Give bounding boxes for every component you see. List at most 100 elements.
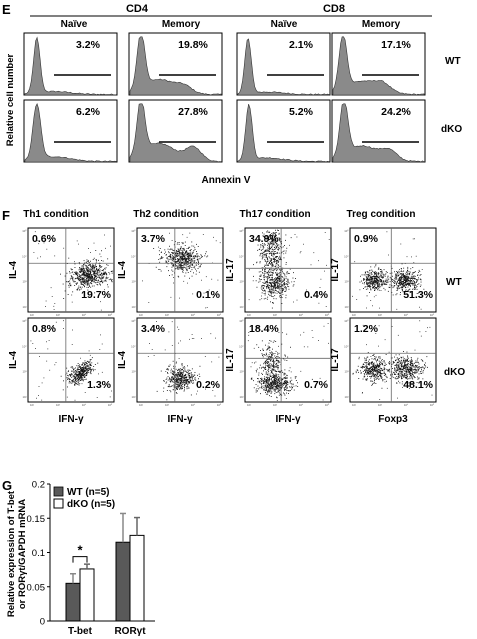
- x-tick-label: 10⁴: [191, 313, 196, 317]
- quadrant-lower-right-percentage: 19.7%: [81, 289, 111, 301]
- dotplot-frame: [27, 317, 115, 403]
- legend-swatch-dko: [53, 498, 64, 509]
- legend-swatch-wt: [53, 486, 64, 497]
- histogram-panel: 3.2%: [23, 32, 118, 96]
- dotplot-ylabel: IL-17: [225, 348, 236, 372]
- histogram-panel: 5.2%: [236, 99, 331, 163]
- y-tick-label: 10³: [344, 280, 348, 284]
- quadrant-upper-left-percentage: 1.2%: [354, 323, 379, 335]
- panel-f: F Th1 condition Th2 condition Th17 condi…: [2, 208, 465, 425]
- col-memory-cd8: Memory: [362, 19, 401, 30]
- gate-percentage: 24.2%: [381, 106, 411, 118]
- dotplot-ylabel: IL-4: [8, 351, 19, 369]
- y-tick-label: 10²: [239, 395, 243, 399]
- dotplot-ylabel: IL-4: [8, 261, 19, 279]
- y-tick-label: 10⁴: [22, 254, 27, 258]
- y-tick-label: 0.05: [27, 582, 46, 593]
- x-tick-label: 10²: [352, 313, 356, 317]
- gate-percentage: 2.1%: [289, 39, 314, 51]
- x-tick-label: 10²: [139, 403, 143, 407]
- panel-e-ylabel: Relative cell number: [5, 54, 16, 147]
- panel-e-label: E: [2, 2, 11, 17]
- dotplot-panel: 0.6% 19.7% 10² 10² 10³ 10³ 10⁴ 10⁴ 10⁵ 10⁵ IL-4: [8, 227, 115, 317]
- y-tick-label: 10⁵: [239, 319, 243, 323]
- y-tick-label: 10⁵: [131, 319, 135, 323]
- histogram-panel: 24.2%: [331, 99, 426, 163]
- x-tick-label: 10⁴: [82, 403, 87, 407]
- dotplot-frame: [244, 227, 332, 313]
- panel-e-xlabel: Annexin V: [202, 175, 251, 186]
- x-tick-label: 10⁵: [108, 313, 112, 317]
- histogram-panel: 17.1%: [331, 32, 426, 96]
- bar: [115, 541, 131, 622]
- dotplot-events: [247, 323, 329, 401]
- panel-e: E CD4 CD8 Naïve Memory Naïve Memory Rela…: [2, 2, 462, 186]
- histogram-panel: 19.8%: [128, 32, 223, 96]
- dotplot-events: [352, 231, 425, 310]
- x-tick-label: 10³: [165, 313, 169, 317]
- x-tick-label: 10³: [378, 313, 382, 317]
- y-tick-label: 10⁵: [239, 229, 243, 233]
- dotplot-events: [33, 231, 114, 311]
- panel-g-ylabel-line1: Relative expression of T-bet: [6, 490, 17, 617]
- cd4-header: CD4: [126, 3, 149, 15]
- dotplot-frame: [136, 317, 224, 403]
- x-tick-label: 10³: [165, 403, 169, 407]
- x-tick-label: 10⁵: [430, 403, 434, 407]
- x-tick-label: 10⁴: [191, 403, 196, 407]
- quadrant-upper-left-percentage: 0.8%: [32, 323, 57, 335]
- panel-g-label: G: [2, 478, 12, 493]
- dotplot-panel: 0.8% 1.3% 10² 10² 10³ 10³ 10⁴ 10⁴ 10⁵ 10⁵ IL-4: [8, 317, 115, 407]
- quadrant-upper-left-percentage: 0.6%: [32, 233, 57, 245]
- y-tick-label: 10²: [344, 305, 348, 309]
- col-memory-cd4: Memory: [162, 19, 201, 30]
- histogram-fill: [237, 104, 330, 163]
- y-tick-label: 10⁵: [344, 319, 348, 323]
- quadrant-upper-left-percentage: 3.4%: [141, 323, 166, 335]
- category-label: RORγt: [114, 626, 146, 637]
- dotplot-panel: 3.7% 0.1% 10² 10² 10³ 10³ 10⁴ 10⁴ 10⁵ 10⁵ IL-4: [117, 227, 224, 317]
- x-tick-label: 10⁴: [299, 313, 304, 317]
- x-tick-label: 10⁵: [325, 403, 329, 407]
- dotplot-ylabel: IL-4: [117, 351, 128, 369]
- quadrant-lower-right-percentage: 0.1%: [196, 289, 221, 301]
- quadrant-lower-right-percentage: 0.7%: [304, 379, 329, 391]
- y-tick-label: 10³: [22, 280, 26, 284]
- bar-chart: 0 0.05 0.1 0.15 0.2 T-bet RORγt *: [27, 480, 155, 637]
- x-tick-label: 10⁵: [430, 313, 434, 317]
- histogram-fill: [332, 103, 425, 163]
- row-label-wt-e: WT: [445, 56, 461, 67]
- y-tick-label: 10³: [131, 280, 135, 284]
- quadrant-lower-right-percentage: 0.2%: [196, 379, 221, 391]
- y-tick-label: 10⁵: [22, 229, 26, 233]
- y-tick-label: 10²: [131, 305, 135, 309]
- bar: [79, 568, 95, 622]
- quadrant-lower-right-percentage: 0.4%: [304, 289, 329, 301]
- y-tick-label: 0.2: [32, 480, 45, 491]
- y-tick-label: 10⁴: [22, 344, 27, 348]
- significance-bracket: [72, 556, 88, 563]
- x-tick-label: 10²: [352, 403, 356, 407]
- histogram-fill: [237, 38, 330, 96]
- quadrant-upper-left-percentage: 34.9%: [249, 233, 279, 245]
- dotplot-panel: 0.9% 51.3% 10² 10² 10³ 10³ 10⁴ 10⁴ 10⁵ 10⁵ IL-17: [330, 227, 437, 317]
- dotplot-ylabel: IL-17: [330, 348, 341, 372]
- row-label-wt-f: WT: [446, 277, 462, 288]
- dotplot-ylabel: IL-17: [330, 258, 341, 282]
- y-tick-label: 10²: [22, 305, 26, 309]
- gate-percentage: 27.8%: [178, 106, 208, 118]
- y-tick-label: 10³: [344, 370, 348, 374]
- condition-th17: Th17 condition: [239, 209, 310, 220]
- cd8-header: CD8: [323, 3, 345, 15]
- histogram-fill: [129, 103, 222, 163]
- dotplot-xlabel: IFN-γ: [59, 414, 84, 425]
- gate-percentage: 19.8%: [178, 39, 208, 51]
- dotplot-xlabel: Foxp3: [378, 414, 408, 425]
- y-tick-label: 10³: [22, 370, 26, 374]
- y-tick-label: 10²: [131, 395, 135, 399]
- y-tick-label: 10⁴: [131, 344, 136, 348]
- row-label-dko-f: dKO: [444, 367, 465, 378]
- quadrant-lower-right-percentage: 51.3%: [403, 289, 433, 301]
- y-tick-label: 10⁴: [239, 254, 244, 258]
- gate-percentage: 6.2%: [76, 106, 101, 118]
